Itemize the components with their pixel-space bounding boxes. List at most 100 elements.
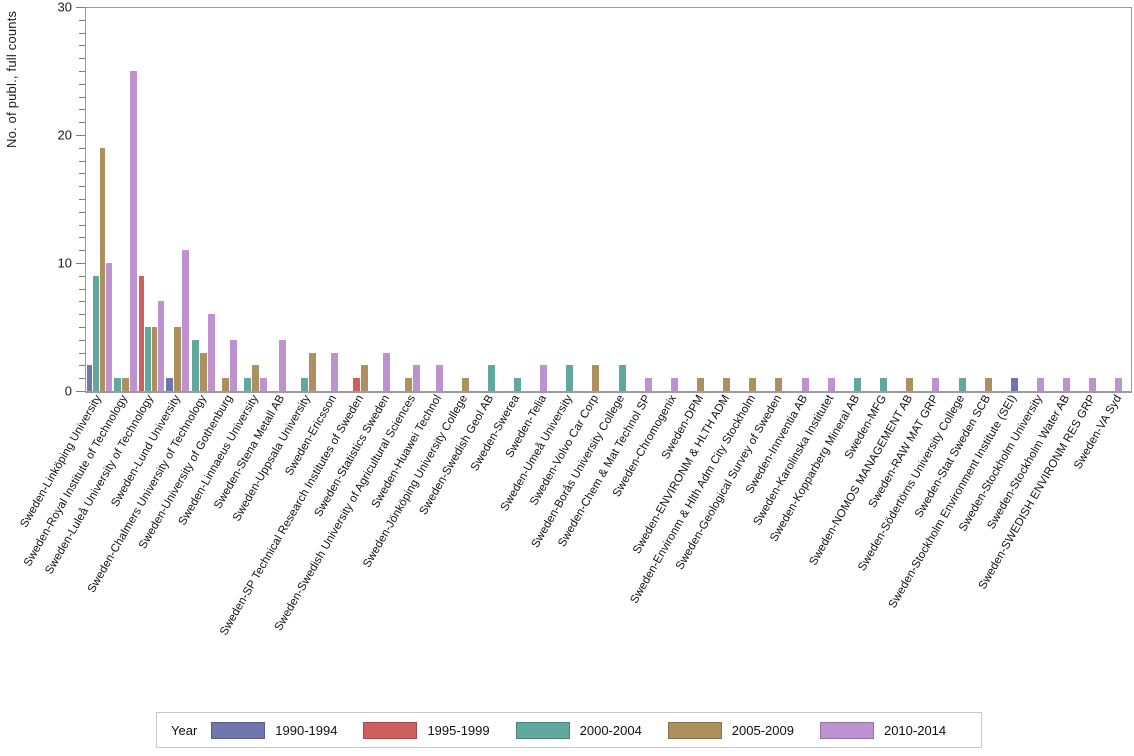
y-axis-tick <box>79 83 85 85</box>
bar[interactable] <box>300 378 308 391</box>
bar[interactable] <box>158 301 164 391</box>
y-axis-tick <box>79 19 85 21</box>
bar[interactable] <box>880 378 888 391</box>
bar-group <box>348 7 374 391</box>
bar[interactable] <box>984 378 992 391</box>
legend-item[interactable]: 1990-1994 <box>211 721 338 739</box>
axis-line-bottom <box>85 391 1132 393</box>
bar[interactable] <box>182 250 189 391</box>
bar[interactable] <box>151 327 158 391</box>
bar[interactable] <box>174 327 181 391</box>
bar-group <box>1027 7 1053 391</box>
bar[interactable] <box>487 365 495 391</box>
bar-group <box>1001 7 1027 391</box>
bar[interactable] <box>461 378 469 391</box>
bar[interactable] <box>138 275 145 391</box>
bar[interactable] <box>1115 378 1123 391</box>
bar[interactable] <box>361 365 369 391</box>
bar[interactable] <box>697 378 704 391</box>
bar[interactable] <box>330 352 338 391</box>
bar[interactable] <box>278 339 286 391</box>
y-axis-tick <box>79 352 85 354</box>
bar[interactable] <box>513 378 521 391</box>
bar[interactable] <box>853 378 861 391</box>
bar[interactable] <box>932 378 940 391</box>
bar-group <box>374 7 400 391</box>
y-axis-tick <box>79 365 85 367</box>
bar[interactable] <box>723 378 731 391</box>
legend-item-label: 2000-2004 <box>579 722 642 738</box>
bar[interactable] <box>244 378 252 391</box>
bar-group <box>269 7 295 391</box>
legend-color-swatch <box>363 721 418 739</box>
bar[interactable] <box>618 365 626 391</box>
bar[interactable] <box>644 378 652 391</box>
legend-item[interactable]: 2005-2009 <box>667 721 794 739</box>
bar[interactable] <box>801 378 809 391</box>
bar[interactable] <box>1010 378 1018 391</box>
bar[interactable] <box>383 352 391 391</box>
y-axis-tick <box>79 275 85 277</box>
y-axis-tick <box>79 378 85 380</box>
bar[interactable] <box>252 365 260 391</box>
y-axis-tick <box>76 391 85 392</box>
y-axis-tick <box>79 160 85 162</box>
y-axis-tick <box>79 109 85 111</box>
bar-group <box>504 7 530 391</box>
bar[interactable] <box>208 314 216 391</box>
bar[interactable] <box>99 147 106 391</box>
legend-item[interactable]: 2010-2014 <box>819 721 946 739</box>
y-axis-tick <box>79 32 85 34</box>
bar-group <box>112 7 138 391</box>
bar-group <box>871 7 897 391</box>
bar[interactable] <box>121 378 129 391</box>
bar[interactable] <box>906 378 914 391</box>
bar[interactable] <box>827 378 835 391</box>
bar-group <box>452 7 478 391</box>
bar[interactable] <box>592 365 600 391</box>
bar[interactable] <box>222 378 230 391</box>
bar[interactable] <box>413 365 421 391</box>
bar[interactable] <box>435 365 443 391</box>
bar[interactable] <box>145 327 151 391</box>
y-axis-tick <box>79 58 85 60</box>
bar-group <box>923 7 949 391</box>
y-axis-tick <box>76 135 85 136</box>
bar[interactable] <box>192 339 200 391</box>
bar[interactable] <box>1089 378 1097 391</box>
bar-group <box>687 7 713 391</box>
bar[interactable] <box>775 378 783 391</box>
y-axis-tick <box>76 263 85 264</box>
plot-area <box>86 7 1132 391</box>
y-axis-tick <box>79 71 85 72</box>
bar[interactable] <box>1063 378 1071 391</box>
bar-group <box>949 7 975 391</box>
bar[interactable] <box>308 352 316 391</box>
bar[interactable] <box>566 365 574 391</box>
bar[interactable] <box>106 263 112 391</box>
y-axis-tick <box>79 211 85 213</box>
bar[interactable] <box>129 71 137 391</box>
bar-group <box>792 7 818 391</box>
legend-item[interactable]: 2000-2004 <box>515 721 642 739</box>
bar[interactable] <box>230 339 238 391</box>
legend-item-label: 1990-1994 <box>275 722 338 738</box>
bar[interactable] <box>670 378 678 391</box>
bar[interactable] <box>113 378 121 391</box>
legend-item[interactable]: 1995-1999 <box>363 721 490 739</box>
bar[interactable] <box>166 378 173 391</box>
bar-group <box>609 7 635 391</box>
bar[interactable] <box>260 378 268 391</box>
y-axis-tick <box>79 237 85 239</box>
bar[interactable] <box>749 378 757 391</box>
bar[interactable] <box>353 378 361 391</box>
bar-group <box>583 7 609 391</box>
bar[interactable] <box>200 352 208 391</box>
bar-group <box>478 7 504 391</box>
bar[interactable] <box>93 275 99 391</box>
bar[interactable] <box>1036 378 1044 391</box>
bar[interactable] <box>540 365 548 391</box>
bar[interactable] <box>958 378 966 391</box>
bar[interactable] <box>405 378 413 391</box>
bar[interactable] <box>86 365 93 391</box>
